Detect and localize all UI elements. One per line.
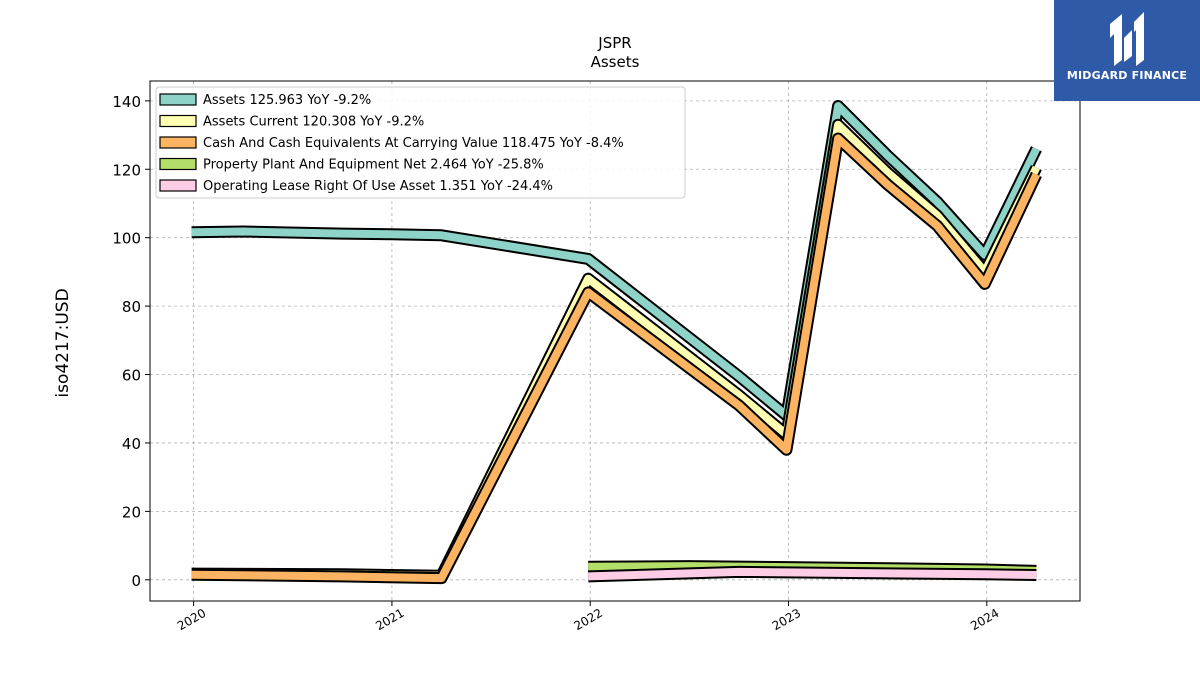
y-tick-label: 20 <box>122 503 141 521</box>
series-line <box>191 102 1040 420</box>
logo-mark-icon <box>1110 12 1144 66</box>
y-tick-label: 0 <box>131 572 141 590</box>
chart-title: JSPR <box>597 34 631 52</box>
legend-swatch <box>159 136 197 149</box>
series-line <box>191 134 1041 583</box>
logo-text: MIDGARD FINANCE <box>1066 69 1188 82</box>
legend-entry: Cash And Cash Equivalents At Carrying Va… <box>203 136 624 151</box>
legend-swatch <box>159 157 197 171</box>
x-tick-label: 2024 <box>968 606 1001 633</box>
chart-subtitle: Assets <box>591 53 640 71</box>
legend-entry: Operating Lease Right Of Use Asset 1.351… <box>203 179 553 194</box>
series-line <box>588 567 1037 581</box>
legend-entry: Assets 125.963 YoY -9.2% <box>203 93 371 108</box>
y-axis-label: iso4217:USD <box>53 288 73 397</box>
y-tick-label: 60 <box>122 367 141 385</box>
legend-swatch <box>159 179 197 192</box>
x-tick-label: 2021 <box>373 606 406 633</box>
y-tick-label: 140 <box>112 93 141 111</box>
y-tick-label: 120 <box>112 161 141 179</box>
legend-entry: Assets Current 120.308 YoY -9.2% <box>203 115 424 130</box>
brand-logo: MIDGARD FINANCE <box>1054 0 1200 101</box>
x-tick-label: 2023 <box>770 606 803 633</box>
legend: Assets 125.963 YoY -9.2% Assets Current 1… <box>155 86 686 199</box>
y-tick-label: 40 <box>122 435 141 453</box>
x-tick-label: 2022 <box>571 606 604 633</box>
y-tick-label: 80 <box>122 298 141 316</box>
x-tick-label: 2020 <box>175 606 208 633</box>
plot-frame <box>149 80 1081 602</box>
series-layer <box>191 100 1042 585</box>
legend-box <box>155 86 686 199</box>
legend-entry: Property Plant And Equipment Net 2.464 Y… <box>203 158 544 173</box>
legend-swatch <box>159 114 197 128</box>
legend-swatch <box>159 93 197 106</box>
y-tick-label: 100 <box>112 230 141 248</box>
